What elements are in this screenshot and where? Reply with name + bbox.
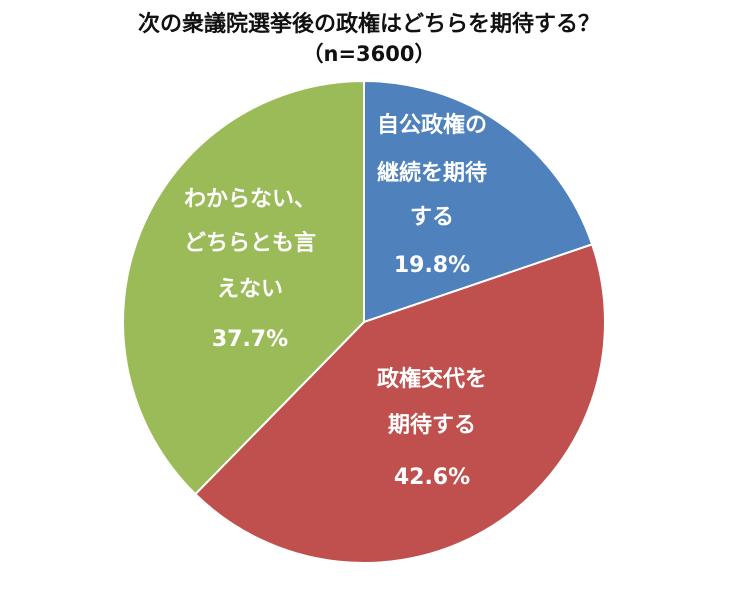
slice-2-label-line-1: 政権交代を xyxy=(377,366,487,392)
slice-2-value-label: 42.6% xyxy=(394,465,470,490)
slice-3-label-line-2: どちらとも言 xyxy=(184,230,316,256)
slice-3-label-line-3: えない xyxy=(217,277,283,302)
slice-1-label-line-1: 自公政権の xyxy=(377,112,487,138)
chart-subtitle: （n=3600） xyxy=(302,42,436,66)
pie-slice-3 xyxy=(122,79,365,496)
chart-title: 次の衆議院選挙後の政権はどちらを期待する？ xyxy=(137,12,600,37)
slice-1-label-line-3: する xyxy=(410,205,454,230)
pie-slice-2 xyxy=(193,243,606,564)
slice-1-value-label: 19.8% xyxy=(394,253,470,278)
pie-slice-1 xyxy=(363,79,594,324)
slice-2-label-line-2: 期待する xyxy=(388,412,476,438)
slice-3-label-line-1: わからない、 xyxy=(184,187,316,212)
slice-3-value-label: 37.7% xyxy=(212,327,288,352)
slice-1-label-line-2: 継続を期待 xyxy=(377,160,487,186)
